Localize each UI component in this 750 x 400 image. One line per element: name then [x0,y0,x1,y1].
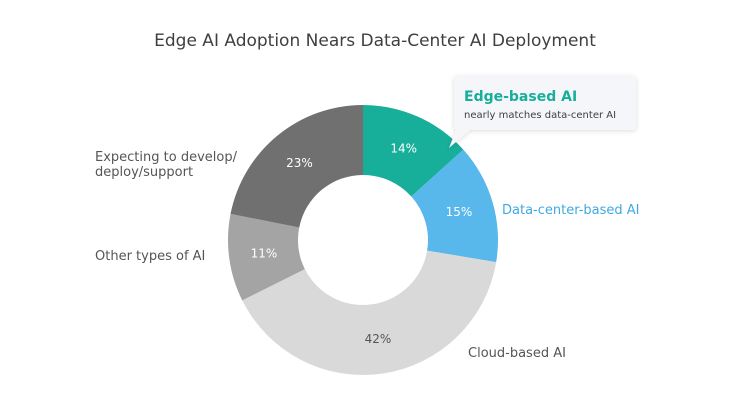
slice-data-center-based-ai [411,149,499,263]
category-label-other: Other types of AI [95,249,205,264]
category-label-expecting-line2: deploy/support [95,165,193,180]
slices-group: 14% 15% 42% 11% 23% [228,105,499,375]
slice-value-label: 15% [446,205,473,219]
slice-value-label: 11% [251,246,278,260]
slice-expecting-to-develop-deploy-support [230,105,363,228]
callout-title: Edge-based AI [464,89,577,105]
category-label-data-center: Data-center-based AI [502,203,640,218]
callout: Edge-based AI nearly matches data-center… [449,76,636,148]
slice-value-label: 23% [286,156,313,170]
slice-value-label: 42% [365,332,392,346]
callout-box [449,76,636,148]
callout-subtitle: nearly matches data-center AI [464,110,616,121]
slice-edge-based-ai [363,105,464,197]
slice-other-types-of-ai [228,213,305,301]
slice-cloud-based-ai [242,250,497,375]
category-label-cloud: Cloud-based AI [468,346,566,361]
category-label-expecting-line1: Expecting to develop/ [95,150,238,165]
slice-value-label: 14% [390,142,417,156]
chart-title: Edge AI Adoption Nears Data-Center AI De… [154,31,596,51]
